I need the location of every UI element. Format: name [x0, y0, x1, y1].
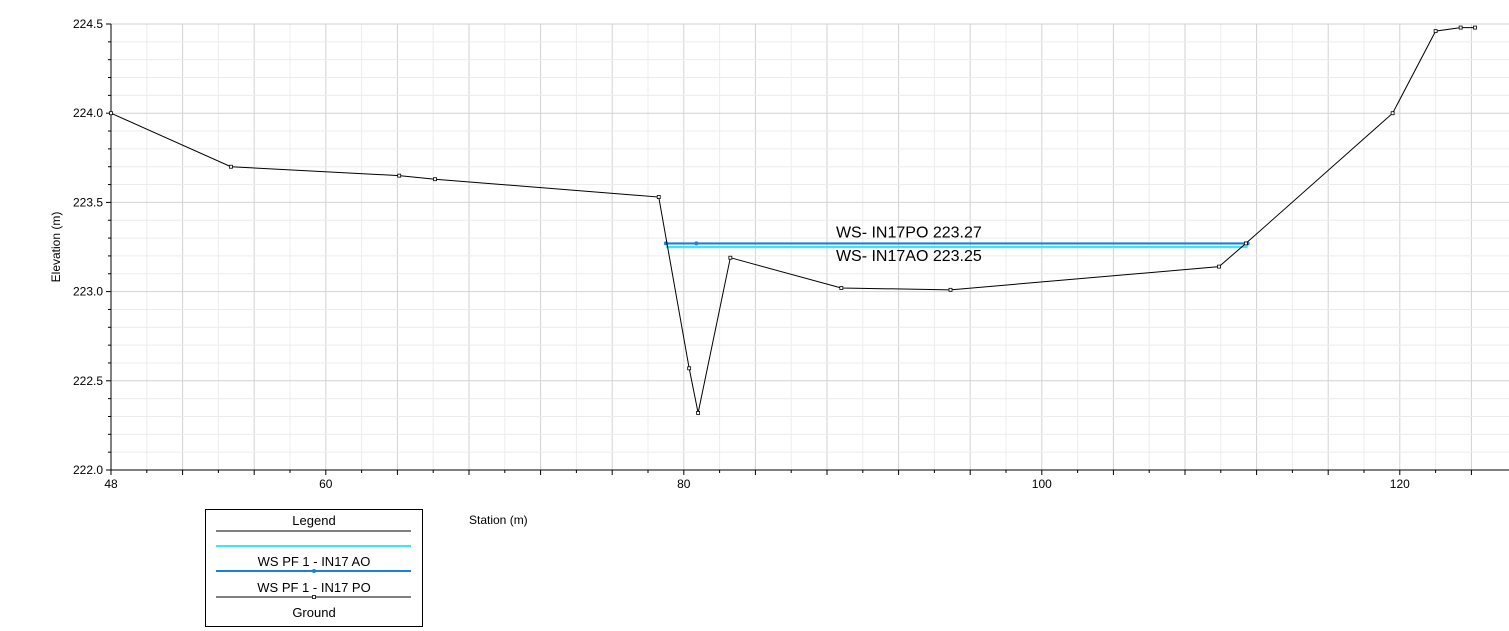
ground-point — [948, 287, 953, 292]
x-tick-label: 80 — [677, 477, 691, 491]
legend-swatches — [216, 530, 411, 599]
chart-canvas: 48 60 80 100 120 222.0 222.5 223.0 223.5 224.0 224… — [49, 17, 1509, 491]
ground-point — [1458, 25, 1463, 30]
ground-point — [109, 111, 113, 116]
legend-marker-po — [312, 569, 316, 573]
ground-point — [1473, 25, 1477, 30]
y-tick-label: 222.5 — [73, 374, 103, 388]
y-tick-label: 223.0 — [73, 285, 103, 299]
ground-point — [728, 255, 733, 260]
ground-point — [696, 411, 701, 415]
x-axis-title: Station (m) — [469, 513, 528, 527]
ground-point — [229, 164, 233, 169]
legend-entry-ground: Ground — [292, 605, 336, 620]
ground-point — [433, 177, 437, 182]
grid-lines — [111, 23, 1509, 470]
ground-point — [397, 173, 402, 178]
ground-point — [1433, 29, 1438, 34]
y-tick-label: 224.5 — [73, 17, 103, 31]
series-ground-line — [110, 27, 1475, 414]
legend: Legend WS PF 1 - IN17 AO WS PF 1 - IN17 … — [205, 509, 423, 627]
ws-po-point — [694, 241, 699, 246]
x-tick-label: 100 — [1032, 477, 1052, 491]
axis-ticks: 48 60 80 100 120 222.0 222.5 223.0 223.5 224.0 224… — [73, 17, 1472, 491]
x-tick-label: 120 — [1390, 477, 1410, 491]
x-tick-label: 60 — [319, 477, 333, 491]
ground-point — [687, 366, 692, 371]
annotation-ws-po: WS- IN17PO 223.27 — [836, 224, 982, 241]
x-tick-label: 48 — [104, 477, 118, 491]
ground-point — [1243, 241, 1248, 246]
ground-point — [656, 195, 661, 199]
legend-title: Legend — [292, 513, 336, 528]
y-tick-label: 222.0 — [73, 463, 103, 477]
y-tick-label: 224.0 — [73, 106, 103, 120]
ground-point — [1217, 264, 1221, 269]
annotation-ws-ao: WS- IN17AO 223.25 — [836, 248, 982, 265]
annotations: WS- IN17PO 223.27 WS- IN17AO 223.25 — [836, 224, 982, 265]
series-lines — [109, 25, 1477, 415]
axes — [110, 24, 1509, 471]
ground-point — [1390, 111, 1395, 116]
y-tick-label: 223.5 — [73, 195, 103, 209]
legend-marker-ground — [312, 595, 316, 599]
ground-point — [839, 286, 844, 290]
y-axis-title: Elevation (m) — [49, 212, 63, 283]
legend-entry-ao: WS PF 1 - IN17 AO — [257, 554, 371, 569]
legend-entry-po: WS PF 1 - IN17 PO — [257, 580, 371, 595]
